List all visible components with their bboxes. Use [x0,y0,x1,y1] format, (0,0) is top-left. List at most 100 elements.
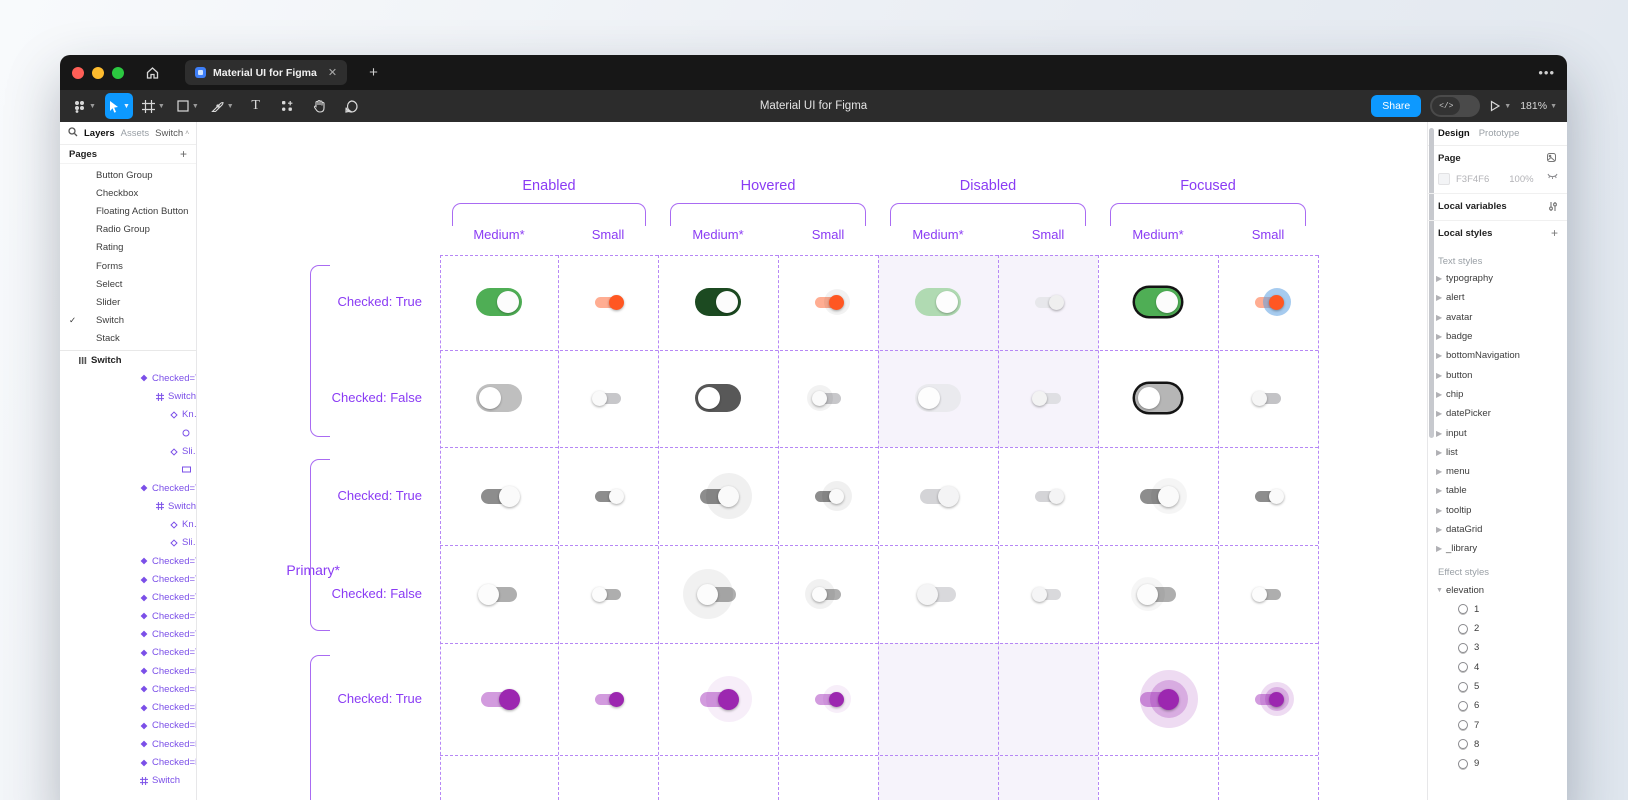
switch-off[interactable] [592,586,621,602]
chevron-collapsed-icon[interactable]: ▶ [1436,467,1443,477]
eye-closed-icon[interactable] [1547,172,1558,183]
switch-on[interactable] [1140,478,1187,514]
size-column-label[interactable]: Small [1251,227,1285,242]
elevation-style-item[interactable]: 4 [1428,658,1567,677]
chevron-collapsed-icon[interactable]: ▶ [1436,389,1443,399]
zoom-level-dropdown[interactable]: 181% ▼ [1520,100,1557,112]
layer-item[interactable]: Checked=T… [60,570,196,588]
size-column-label[interactable]: Small [1031,227,1065,242]
page-color-hex[interactable]: F3F4F6 [1456,173,1490,185]
switch-on[interactable] [481,688,520,710]
switch-on[interactable] [476,288,522,316]
chevron-collapsed-icon[interactable]: ▶ [1436,332,1443,342]
switch-on[interactable] [700,473,752,519]
search-icon[interactable] [68,126,78,140]
layer-item[interactable]: Checked=T… [60,369,196,387]
switch-off[interactable] [1252,390,1281,406]
size-column-label[interactable]: Medium* [1132,227,1184,242]
checked-row-label[interactable]: Checked: True [337,488,422,503]
page-styles-icon[interactable] [1547,153,1558,165]
checked-row-label[interactable]: Checked: False [331,390,422,405]
chevron-collapsed-icon[interactable]: ▶ [1436,447,1443,457]
chevron-collapsed-icon[interactable]: ▶ [1436,486,1443,496]
text-style-item[interactable]: ▶ menu [1428,462,1567,481]
switch-off[interactable] [1135,384,1181,412]
layer-item[interactable]: Checked=T… [60,589,196,607]
layer-item[interactable]: Checked=F… [60,735,196,753]
layer-item[interactable]: Checked=T… [60,479,196,497]
tab-prototype[interactable]: Prototype [1478,128,1520,139]
elevation-style-item[interactable]: 6 [1428,696,1567,715]
layer-item[interactable]: Checked=F… [60,699,196,717]
size-column-label[interactable]: Small [811,227,845,242]
switch-on[interactable] [695,288,741,316]
page-color-opacity[interactable]: 100% [1509,173,1534,185]
switch-on[interactable] [481,485,520,507]
maximize-window-button[interactable] [112,66,124,79]
switch-off[interactable] [1137,583,1176,605]
elevation-style-item[interactable]: 5 [1428,677,1567,696]
actions-tool-button[interactable] [275,93,301,119]
new-tab-button[interactable]: + [369,64,378,81]
switch-on[interactable] [700,676,752,722]
text-style-item[interactable]: ▶ tooltip [1428,501,1567,520]
tab-design[interactable]: Design [1438,128,1470,139]
comment-tool-button[interactable] [339,93,365,119]
layer-item[interactable]: Checked=F… [60,717,196,735]
chevron-collapsed-icon[interactable]: ▶ [1436,505,1443,515]
text-style-item[interactable]: ▶ badge [1428,327,1567,346]
text-style-item[interactable]: ▶ dataGrid [1428,520,1567,539]
layer-item[interactable]: Checked=F… [60,662,196,680]
layer-item[interactable]: Sli… [60,442,196,460]
switch-on[interactable] [1035,294,1064,310]
checked-row-label[interactable]: Checked: False [331,586,422,601]
switch-off[interactable] [478,583,517,605]
switch-off[interactable] [592,390,621,406]
switch-on[interactable] [595,488,624,504]
move-tool-button[interactable]: ▼ [104,93,133,119]
page-item[interactable]: Checkbox [60,184,196,202]
layer-item[interactable]: Switch [60,772,196,790]
text-style-item[interactable]: ▶ _library [1428,539,1567,558]
switch-on[interactable] [595,294,624,310]
canvas[interactable]: Enabled Hovered Disabled Focused Medium* Smal… [197,122,1427,800]
elevation-style-item[interactable]: 9 [1428,754,1567,773]
switch-off[interactable] [804,579,841,609]
layer-item[interactable] [60,424,196,442]
color-group-label[interactable]: Primary* [286,562,340,578]
page-item[interactable]: Button Group [60,166,196,184]
checked-row-label[interactable]: Checked: True [337,691,422,706]
chevron-collapsed-icon[interactable]: ▶ [1436,351,1443,361]
chevron-down-icon[interactable]: ▼ [1504,102,1512,110]
switch-on[interactable] [595,691,624,707]
layer-item[interactable]: Switch [60,351,196,369]
switch-off[interactable] [476,384,522,412]
layer-item[interactable]: Checked=F… [60,680,196,698]
switch-off[interactable] [1252,586,1281,602]
page-item[interactable]: Slider [60,293,196,311]
layer-item[interactable]: Checked=T… [60,644,196,662]
pen-tool-button[interactable]: ▼ [208,93,237,119]
tab-close-icon[interactable]: ✕ [327,67,338,79]
chevron-down-icon[interactable]: ▼ [157,102,165,110]
layer-item[interactable]: Sli… [60,534,196,552]
page-color-swatch[interactable] [1438,173,1450,185]
elevation-style-item[interactable]: 8 [1428,735,1567,754]
chevron-down-icon[interactable]: ▼ [226,102,234,110]
switch-on[interactable] [1035,488,1064,504]
add-page-button[interactable]: + [179,147,187,161]
chevron-collapsed-icon[interactable]: ▶ [1436,525,1443,534]
chevron-collapsed-icon[interactable]: ▶ [1436,428,1443,438]
switch-on[interactable] [1255,682,1294,716]
chevron-expanded-icon[interactable]: ▼ [1436,586,1443,594]
switch-on[interactable] [815,289,850,315]
state-column-label[interactable]: Enabled [522,178,576,194]
dev-mode-toggle[interactable]: </> [1430,95,1481,117]
tab-assets[interactable]: Assets [120,127,150,139]
add-style-button[interactable]: + [1550,226,1558,240]
chevron-collapsed-icon[interactable]: ▶ [1436,274,1443,284]
chevron-down-icon[interactable]: ▼ [191,102,199,110]
switch-on[interactable] [815,685,851,713]
chevron-collapsed-icon[interactable]: ▶ [1436,312,1443,322]
close-window-button[interactable] [72,66,84,79]
